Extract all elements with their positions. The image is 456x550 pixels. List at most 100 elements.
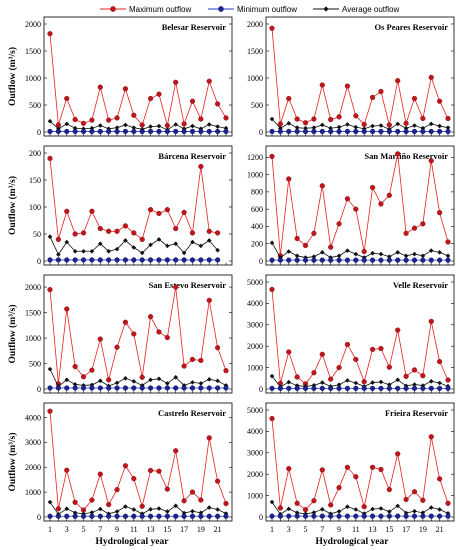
panel-title: Bárcena Reservoir bbox=[158, 151, 226, 161]
panel-frame bbox=[265, 274, 455, 394]
x-tick-label: 11 bbox=[352, 525, 360, 534]
data-point bbox=[72, 363, 78, 370]
panel-velle-reservoir: 0 1000 2000 3000 4000 5000 Velle Reservoir bbox=[247, 274, 455, 394]
y-tick-label: 100 bbox=[29, 203, 41, 212]
data-point bbox=[47, 513, 53, 519]
data-point bbox=[395, 250, 401, 255]
data-point bbox=[97, 336, 103, 342]
data-point bbox=[156, 257, 162, 263]
data-point bbox=[122, 319, 129, 325]
data-point bbox=[139, 374, 145, 380]
data-point bbox=[122, 513, 129, 519]
data-point bbox=[215, 345, 221, 351]
data-point bbox=[114, 257, 120, 263]
data-point bbox=[55, 236, 61, 243]
data-point bbox=[206, 505, 212, 510]
data-point bbox=[420, 513, 426, 519]
data-point bbox=[106, 257, 112, 263]
data-point bbox=[294, 125, 300, 130]
data-point bbox=[311, 257, 317, 263]
data-point bbox=[428, 128, 434, 135]
data-point bbox=[311, 128, 317, 135]
data-point bbox=[189, 128, 196, 135]
panel-title: San Estevo Reservoir bbox=[149, 280, 227, 290]
data-point bbox=[269, 153, 275, 160]
data-point bbox=[361, 121, 367, 128]
data-point bbox=[387, 509, 392, 514]
data-point bbox=[437, 513, 443, 519]
data-point bbox=[72, 513, 78, 519]
y-tick-label: 5000 bbox=[247, 406, 263, 415]
y-tick-label: 0 bbox=[37, 385, 41, 394]
data-point bbox=[122, 385, 129, 391]
data-point bbox=[361, 248, 367, 255]
data-point bbox=[64, 306, 70, 312]
series-maximum-outflow bbox=[47, 284, 229, 387]
data-point bbox=[345, 378, 350, 383]
series-minimum-outflow bbox=[269, 513, 451, 519]
y-tick-label: 1500 bbox=[247, 47, 263, 56]
data-point bbox=[80, 230, 87, 236]
data-point bbox=[148, 377, 153, 383]
data-point bbox=[114, 115, 120, 121]
data-point bbox=[89, 382, 95, 388]
data-point bbox=[198, 510, 204, 516]
data-point bbox=[89, 248, 95, 254]
series-line bbox=[271, 28, 449, 126]
x-tick-label: 19 bbox=[197, 525, 205, 534]
data-point bbox=[403, 230, 409, 236]
data-point bbox=[378, 379, 384, 385]
data-point bbox=[181, 257, 187, 263]
data-point bbox=[89, 117, 95, 123]
data-point bbox=[344, 196, 351, 202]
data-point bbox=[378, 385, 384, 391]
data-point bbox=[353, 128, 359, 135]
data-point bbox=[403, 513, 409, 519]
data-point bbox=[378, 506, 384, 511]
data-point bbox=[181, 250, 187, 256]
data-point bbox=[319, 467, 325, 473]
data-point bbox=[428, 378, 434, 384]
data-point bbox=[156, 128, 162, 135]
data-point bbox=[164, 128, 170, 135]
series-minimum-outflow bbox=[269, 128, 451, 135]
data-point bbox=[190, 123, 195, 129]
data-point bbox=[328, 385, 334, 391]
data-point bbox=[72, 510, 78, 516]
data-point bbox=[97, 226, 103, 232]
data-point bbox=[89, 497, 95, 503]
data-point bbox=[206, 122, 212, 127]
data-point bbox=[294, 257, 300, 263]
data-point bbox=[147, 128, 154, 135]
data-point bbox=[395, 377, 401, 383]
data-point bbox=[181, 363, 187, 369]
data-point bbox=[64, 385, 70, 391]
data-point bbox=[378, 257, 384, 263]
x-tick-label: 9 bbox=[115, 525, 119, 534]
data-point bbox=[420, 373, 426, 379]
y-axis-label: Outflow (m³/s) bbox=[7, 304, 18, 363]
series-line bbox=[271, 289, 449, 385]
data-point bbox=[114, 380, 120, 386]
panel-frame bbox=[265, 145, 455, 266]
data-point bbox=[80, 257, 87, 263]
data-point bbox=[106, 513, 112, 519]
data-point bbox=[277, 257, 283, 263]
data-point bbox=[361, 126, 367, 132]
data-point bbox=[89, 513, 95, 519]
data-point bbox=[369, 385, 376, 391]
data-point bbox=[395, 503, 401, 509]
data-point bbox=[420, 385, 426, 391]
data-point bbox=[378, 251, 384, 257]
data-point bbox=[106, 126, 111, 132]
data-point bbox=[206, 228, 212, 234]
data-point bbox=[72, 382, 78, 387]
y-tick-label: 2000 bbox=[25, 20, 41, 29]
data-point bbox=[147, 314, 154, 320]
data-point bbox=[403, 373, 409, 379]
data-point bbox=[55, 385, 61, 391]
data-point bbox=[97, 506, 103, 512]
data-point bbox=[353, 113, 359, 119]
data-point bbox=[378, 201, 384, 207]
series-line bbox=[49, 411, 227, 511]
